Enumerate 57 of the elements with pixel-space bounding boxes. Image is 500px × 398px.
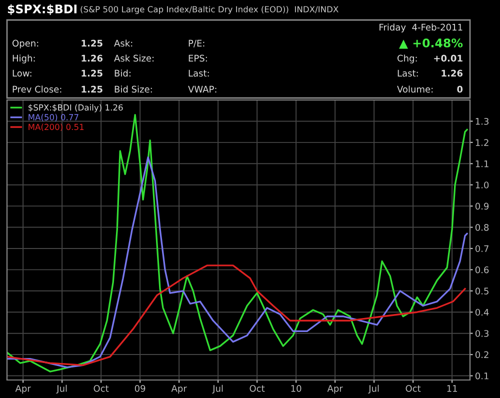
y-tick-label: 0.3 bbox=[475, 330, 488, 337]
legend-label: $SPX:$BDI (Daily) 1.26 bbox=[28, 104, 123, 112]
chart-title: $SPX:$BDI bbox=[8, 4, 77, 15]
y-tick-label: 0.5 bbox=[475, 288, 488, 294]
y-tick-label: 0.4 bbox=[475, 308, 489, 316]
text: Chg: bbox=[398, 54, 417, 64]
text: High: bbox=[12, 54, 35, 64]
y-tick-label: 0.7 bbox=[475, 245, 488, 252]
text: 1.25 bbox=[82, 40, 102, 47]
text: 1.26 bbox=[82, 54, 103, 62]
x-tick-label: 11 bbox=[447, 385, 457, 392]
y-tick-label: 0.6 bbox=[475, 266, 489, 274]
text: Last: bbox=[188, 70, 209, 77]
text: +0.01 bbox=[434, 54, 462, 62]
text: Friday 4-Feb-2011 bbox=[380, 24, 462, 32]
line-series bbox=[7, 156, 468, 368]
text: Volume: bbox=[397, 86, 433, 93]
x-tick-label: Oct bbox=[406, 385, 421, 392]
y-tick-label: 0.9 bbox=[475, 202, 489, 210]
text: P/E: bbox=[188, 40, 204, 48]
x-tick-label: Oct bbox=[94, 385, 109, 392]
y-tick-label: 0.2 bbox=[475, 351, 488, 358]
text: Open: bbox=[12, 40, 38, 48]
text: Ask Size: bbox=[114, 54, 154, 62]
text: VWAP: bbox=[188, 86, 216, 92]
text: 1.26 bbox=[442, 70, 463, 77]
y-tick-label: 1.1 bbox=[476, 160, 488, 168]
y-tick-label: 0.1 bbox=[475, 372, 488, 380]
x-tick-label: 10 bbox=[291, 385, 302, 392]
text: Prev Close: bbox=[12, 86, 62, 93]
x-tick-label: Apr bbox=[15, 385, 31, 394]
text: Bid: bbox=[114, 70, 130, 77]
x-tick-label: Apr bbox=[327, 385, 343, 394]
text: EPS: bbox=[188, 54, 207, 62]
y-tick-label: 1.3 bbox=[476, 118, 488, 125]
text: 0 bbox=[457, 86, 463, 93]
text: Last: bbox=[398, 70, 418, 77]
x-tick-label: Oct bbox=[250, 385, 265, 392]
legend-label: MA(50) 0.77 bbox=[28, 114, 78, 122]
x-tick-label: 09 bbox=[134, 385, 146, 392]
line-series bbox=[7, 264, 466, 366]
x-tick-label: Jul bbox=[368, 384, 379, 394]
text: 1.25 bbox=[82, 70, 102, 77]
text: 1.25 bbox=[82, 86, 102, 93]
text: Ask: bbox=[114, 40, 132, 47]
x-tick-label: Jul bbox=[56, 384, 67, 394]
y-tick-label: 1.0 bbox=[476, 182, 489, 188]
line-series bbox=[7, 114, 468, 372]
y-tick-label: 0.8 bbox=[475, 224, 489, 231]
text: ▲ +0.48% bbox=[398, 38, 463, 49]
x-tick-label: Apr bbox=[171, 385, 187, 394]
y-tick-label: 1.2 bbox=[476, 139, 488, 146]
chart-subtitle: (S&P 500 Large Cap Index/Baltic Dry Index (EOD)) INDX/INDX bbox=[80, 6, 338, 14]
text: Low: bbox=[12, 70, 32, 77]
x-tick-label: Jul bbox=[212, 384, 223, 394]
text: Bid Size: bbox=[114, 86, 152, 93]
legend-label: MA(200) 0.51 bbox=[28, 124, 84, 132]
